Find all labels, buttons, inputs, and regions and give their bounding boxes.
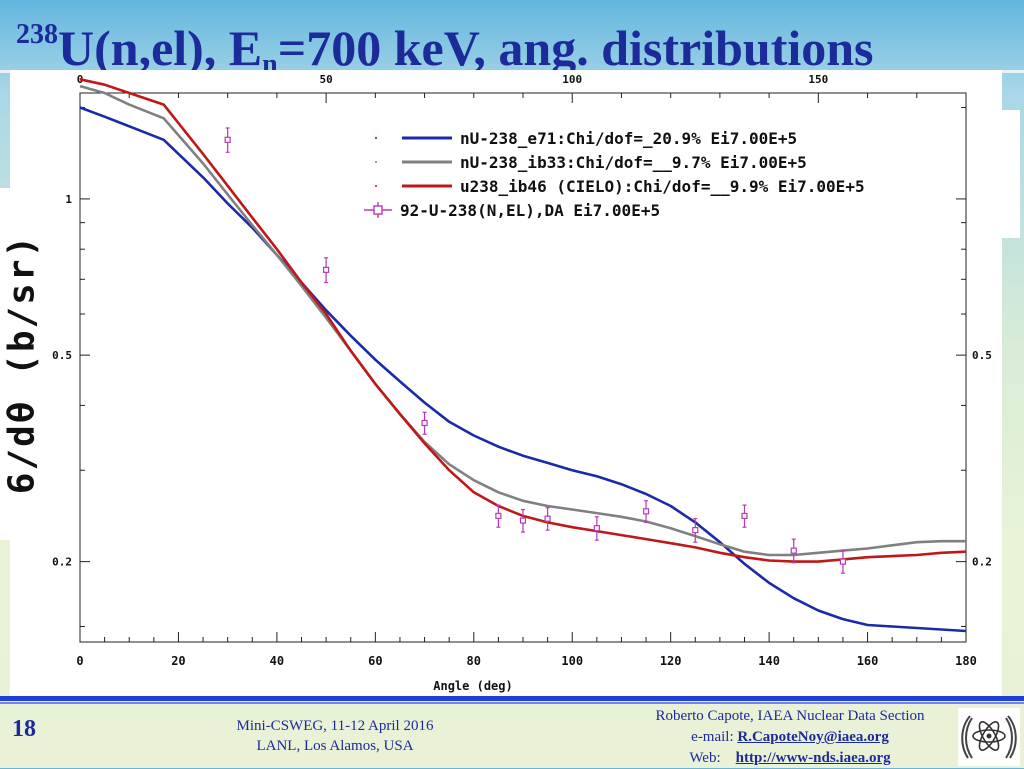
- legend-dot: [375, 137, 377, 139]
- data-point: [839, 558, 847, 565]
- x-tick-label: 20: [171, 654, 185, 668]
- data-point: [544, 515, 551, 522]
- series-line-2: [79, 84, 966, 557]
- title-main: U(n,el), E: [58, 20, 263, 76]
- slide-number: 18: [12, 716, 36, 742]
- web-link[interactable]: http://www-nds.iaea.org: [735, 750, 891, 766]
- y-right-tick-label: 0.2: [972, 556, 992, 569]
- legend-label: nU-238_e71:Chi/dof=_20.9% Ei7.00E+5: [460, 129, 797, 148]
- data-point: [790, 547, 797, 554]
- x-tick-label: 180: [955, 654, 977, 668]
- title-rest: =700 keV, ang. distributions: [277, 20, 874, 76]
- slide-title: 238U(n,el), En=700 keV, ang. distributio…: [16, 0, 1016, 80]
- x-tick-label: 120: [660, 654, 682, 668]
- email-row: e-mail: R.CapoteNoy@iaea.org: [620, 727, 960, 748]
- x-tick-label: 80: [467, 654, 481, 668]
- author-info: Roberto Capote, IAEA Nuclear Data Sectio…: [620, 706, 960, 769]
- footer-bar: [0, 696, 1024, 701]
- conference-info: Mini-CSWEG, 11-12 April 2016 LANL, Los A…: [210, 716, 460, 756]
- legend-dot: [375, 185, 377, 187]
- data-point: [323, 266, 330, 273]
- x-tick-label: 60: [368, 654, 382, 668]
- legend-swatch: [373, 205, 383, 215]
- footer-bar-thin: [0, 702, 1024, 704]
- author-line: Roberto Capote, IAEA Nuclear Data Sectio…: [655, 708, 925, 724]
- y-tick-label: 0.5: [52, 349, 72, 362]
- web-row: Web: http://www-nds.iaea.org: [620, 748, 960, 769]
- series-line-1: [79, 106, 967, 633]
- email-label: e-mail:: [691, 729, 734, 745]
- iaea-emblem-icon: [958, 708, 1020, 766]
- x-tick-label: 140: [758, 654, 780, 668]
- email-link[interactable]: R.CapoteNoy@iaea.org: [737, 729, 889, 745]
- y-tick-label: 0.2: [52, 556, 72, 569]
- data-point: [495, 512, 502, 519]
- series-line-3: [79, 78, 967, 563]
- top-tick-label: 150: [808, 73, 828, 86]
- y-tick-label: 1: [65, 193, 72, 206]
- top-tick-label: 100: [562, 73, 582, 86]
- y-axis-label-panel: 6/dθ (b/sr): [0, 188, 44, 540]
- x-tick-label: 100: [561, 654, 583, 668]
- x-tick-label: 0: [76, 654, 83, 668]
- x-tick-label: 160: [857, 654, 879, 668]
- conference-line-1: Mini-CSWEG, 11-12 April 2016: [236, 718, 434, 734]
- x-tick-label: 40: [270, 654, 284, 668]
- legend-label: u238_ib46 (CIELO):Chi/dof=__9.9% Ei7.00E…: [460, 177, 865, 196]
- conference-line-2: LANL, Los Alamos, USA: [256, 738, 414, 754]
- title-isotope-superscript: 238: [16, 19, 58, 50]
- y-right-tick-label: 0.5: [972, 349, 992, 362]
- web-label: Web:: [689, 750, 721, 766]
- legend-panel: [354, 110, 1020, 238]
- x-axis-label: Angle (deg): [433, 679, 512, 693]
- data-point: [692, 527, 699, 534]
- data-point: [642, 508, 650, 515]
- data-point: [741, 512, 748, 519]
- legend-dot: [375, 161, 377, 163]
- legend-label: nU-238_ib33:Chi/dof=__9.7% Ei7.00E+5: [460, 153, 807, 172]
- legend-label: 92-U-238(N,EL),DA Ei7.00E+5: [400, 201, 660, 220]
- data-point: [519, 517, 527, 524]
- data-point: [421, 419, 428, 427]
- data-point: [224, 136, 231, 143]
- data-point: [593, 525, 600, 532]
- top-tick-label: 50: [319, 73, 332, 86]
